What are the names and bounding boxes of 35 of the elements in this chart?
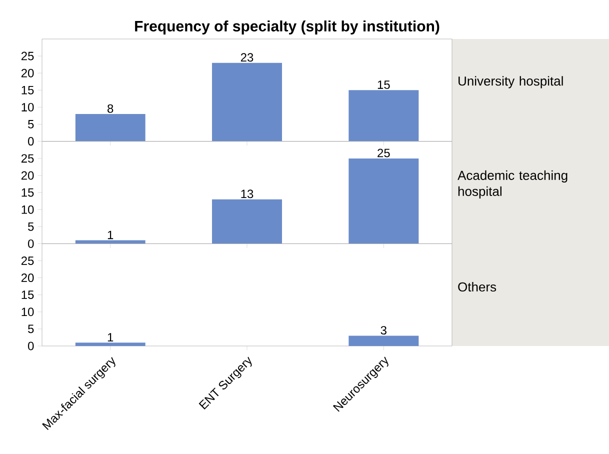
y-tick-label: 15 — [22, 86, 34, 94]
data-label: 13 — [241, 190, 254, 198]
data-label: 1 — [108, 230, 114, 240]
text: University hospital — [458, 76, 563, 88]
chart-title: Frequency of specialty (split by institution) — [135, 20, 440, 34]
y-tick-label: 10 — [22, 102, 34, 112]
y-tick-label: 20 — [21, 274, 34, 282]
y-tick-label: 15 — [22, 188, 34, 197]
data-label: 15 — [378, 80, 390, 89]
text: Others — [458, 282, 496, 292]
y-tick-label: 25 — [21, 256, 34, 265]
y-tick-label: 20 — [21, 68, 34, 78]
y-tick-label: 15 — [22, 290, 34, 300]
y-tick-label: 0 — [28, 342, 34, 350]
y-tick-label: 0 — [28, 137, 34, 146]
y-tick-label: 0 — [28, 239, 34, 248]
data-label: 1 — [108, 333, 114, 342]
text: Academic teaching hospital — [458, 170, 568, 199]
y-tick-label: 5 — [28, 222, 34, 231]
data-label: 8 — [108, 104, 114, 113]
data-label: 25 — [378, 148, 390, 158]
y-tick-label: 25 — [21, 154, 34, 163]
y-tick-label: 20 — [21, 171, 34, 180]
data-label: 23 — [240, 53, 254, 62]
bar — [348, 158, 419, 244]
y-tick-label: 5 — [28, 324, 34, 334]
data-label: 3 — [380, 326, 386, 335]
y-tick-label: 25 — [21, 52, 34, 60]
bar — [212, 62, 282, 142]
bar — [348, 90, 419, 142]
y-tick-label: 5 — [28, 120, 34, 128]
bar — [75, 114, 146, 142]
y-tick-label: 10 — [22, 308, 34, 316]
y-tick-label: 10 — [22, 205, 34, 214]
bar — [212, 199, 282, 244]
